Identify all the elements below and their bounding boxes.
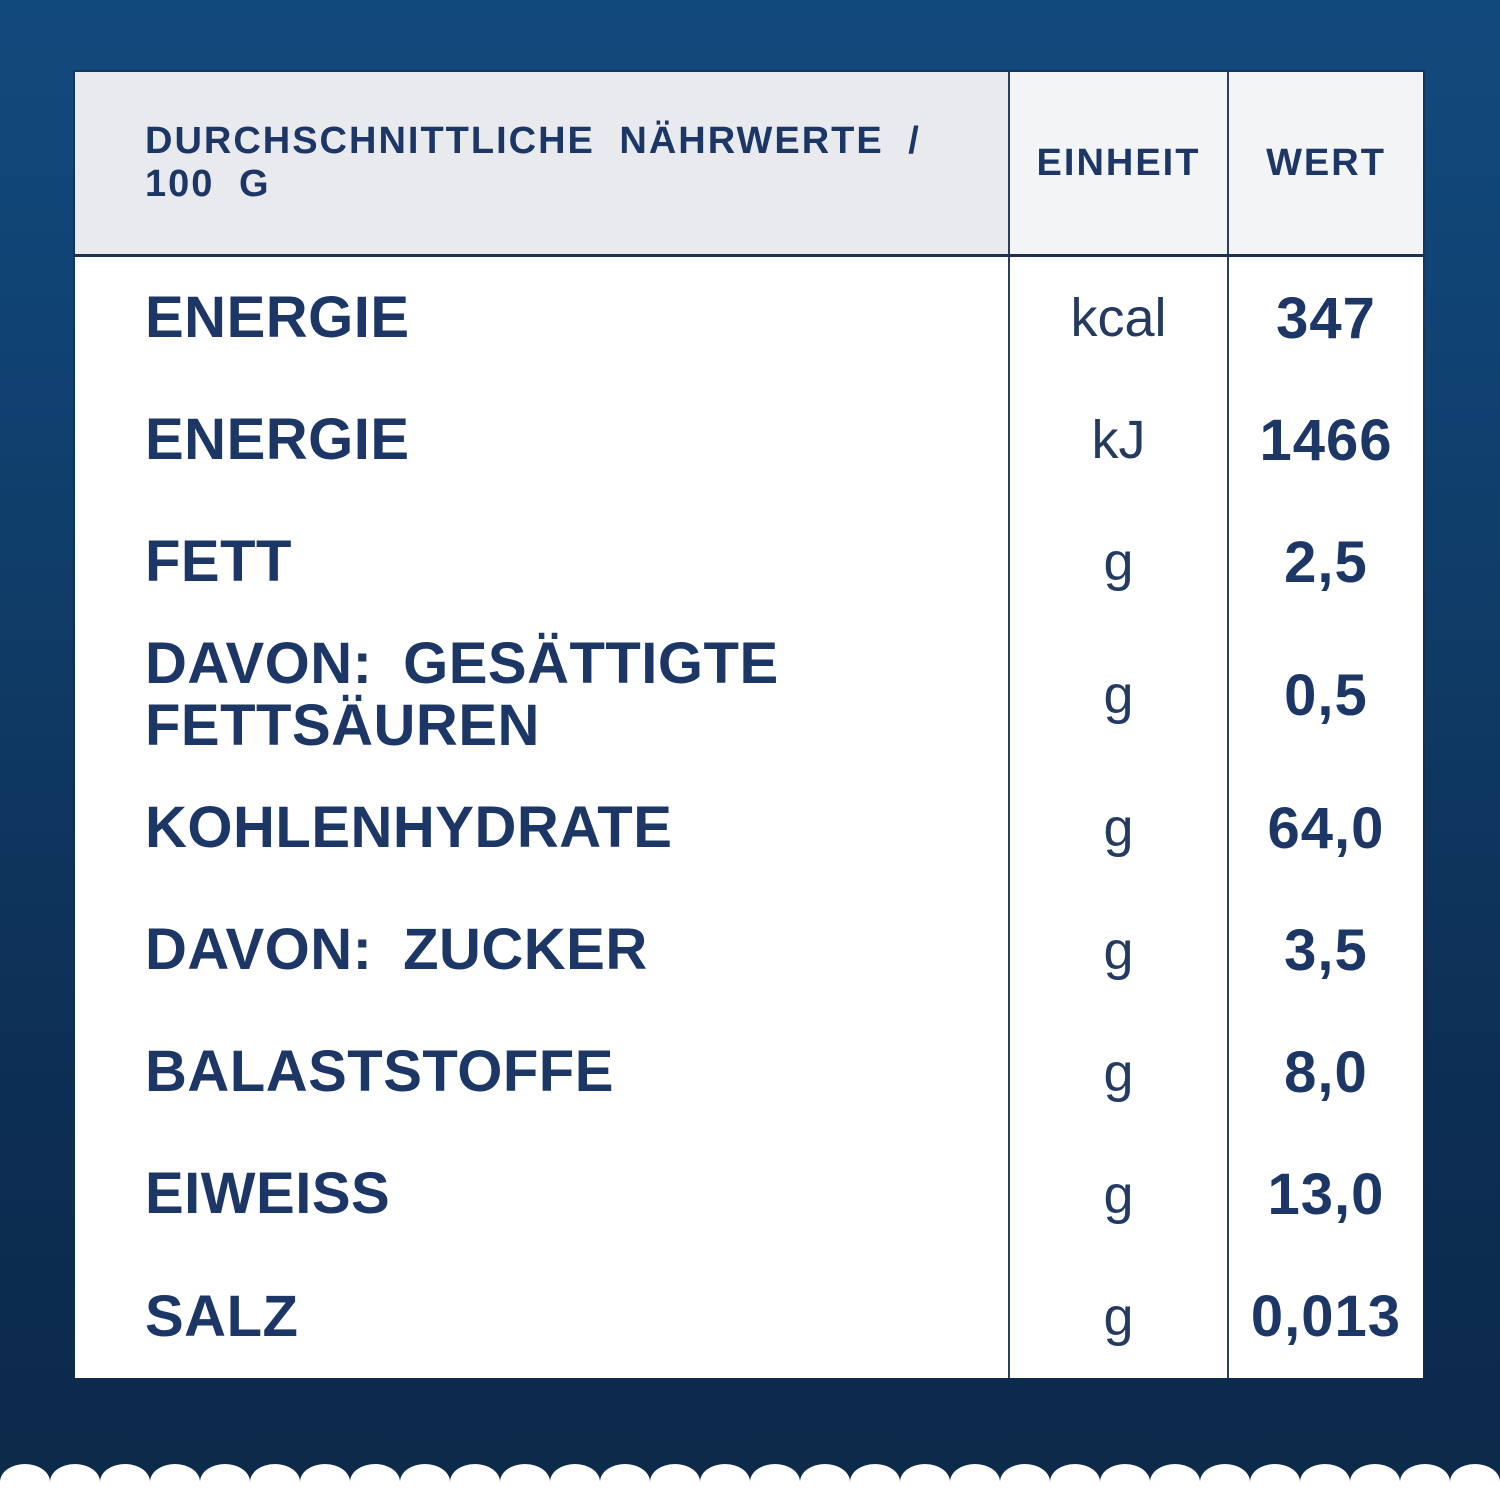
unit-value: g <box>1103 798 1134 859</box>
nutrient-value: 0,5 <box>1284 662 1368 728</box>
table-row: DAVON: ZUCKER g 3,5 <box>75 889 1423 1012</box>
unit-cell: g <box>1008 1255 1227 1378</box>
unit-cell: g <box>1008 623 1227 768</box>
table-row: SALZ g 0,013 <box>75 1255 1423 1378</box>
nutrient-label: BALASTSTOFFE <box>145 1039 614 1105</box>
nutrient-value: 0,013 <box>1250 1284 1402 1350</box>
value-cell: 0,5 <box>1227 623 1423 768</box>
scalloped-edge <box>0 1464 1500 1500</box>
table-row: FETT g 2,5 <box>75 501 1423 624</box>
table-body: ENERGIE kcal 347 ENERGIE kJ 1466 <box>75 257 1423 1378</box>
unit-value: g <box>1103 1286 1134 1347</box>
table-row: EIWEISS g 13,0 <box>75 1133 1423 1256</box>
nutrient-cell: DAVON: ZUCKER <box>75 890 1008 1012</box>
nutrient-cell: ENERGIE <box>75 257 1008 379</box>
unit-value: g <box>1103 1042 1134 1103</box>
nutrient-cell: FETT <box>75 501 1008 623</box>
table-header-row: DURCHSCHNITTLICHE NÄHRWERTE / 100 G EINH… <box>75 72 1423 257</box>
nutrient-value: 8,0 <box>1284 1040 1368 1106</box>
unit-cell: kJ <box>1008 379 1227 502</box>
nutrient-value: 347 <box>1276 285 1376 351</box>
column-header-nutrients: DURCHSCHNITTLICHE NÄHRWERTE / 100 G <box>75 72 1008 254</box>
table-row: ENERGIE kcal 347 <box>75 257 1423 380</box>
nutrient-cell: SALZ <box>75 1256 1008 1378</box>
nutrient-value: 3,5 <box>1284 918 1368 984</box>
column-header-unit-label: EINHEIT <box>1036 141 1201 184</box>
value-cell: 0,013 <box>1227 1255 1423 1378</box>
nutrient-label: DAVON: ZUCKER <box>145 917 648 983</box>
value-cell: 3,5 <box>1227 889 1423 1012</box>
nutrient-label: DAVON: GESÄTTIGTE FETTSÄUREN <box>145 630 779 759</box>
nutrient-label: FETT <box>145 528 292 594</box>
value-cell: 8,0 <box>1227 1011 1423 1134</box>
unit-value: kcal <box>1070 288 1167 349</box>
unit-value: kJ <box>1091 410 1146 471</box>
nutrient-label: KOHLENHYDRATE <box>145 795 673 861</box>
nutrient-value: 2,5 <box>1284 529 1368 595</box>
nutrient-value: 13,0 <box>1267 1162 1385 1228</box>
nutrient-value: 1466 <box>1259 407 1393 473</box>
nutrient-cell: KOHLENHYDRATE <box>75 767 1008 889</box>
unit-cell: g <box>1008 1133 1227 1256</box>
nutrient-cell: BALASTSTOFFE <box>75 1012 1008 1134</box>
table-row: BALASTSTOFFE g 8,0 <box>75 1011 1423 1134</box>
nutrient-cell: DAVON: GESÄTTIGTE FETTSÄUREN <box>75 623 1008 767</box>
value-cell: 347 <box>1227 257 1423 380</box>
column-header-nutrients-label: DURCHSCHNITTLICHE NÄHRWERTE / 100 G <box>145 120 921 205</box>
table-row: KOHLENHYDRATE g 64,0 <box>75 767 1423 890</box>
unit-value: g <box>1103 665 1134 726</box>
column-header-value-label: WERT <box>1266 141 1386 184</box>
nutrition-facts-table: DURCHSCHNITTLICHE NÄHRWERTE / 100 G EINH… <box>75 72 1423 1378</box>
table-row: ENERGIE kJ 1466 <box>75 379 1423 502</box>
unit-value: g <box>1103 532 1134 593</box>
unit-cell: g <box>1008 1011 1227 1134</box>
value-cell: 13,0 <box>1227 1133 1423 1256</box>
unit-cell: g <box>1008 767 1227 890</box>
unit-value: g <box>1103 920 1134 981</box>
nutrient-cell: ENERGIE <box>75 379 1008 501</box>
unit-cell: g <box>1008 889 1227 1012</box>
nutrient-cell: EIWEISS <box>75 1134 1008 1256</box>
nutrient-label: SALZ <box>145 1283 299 1349</box>
value-cell: 2,5 <box>1227 501 1423 624</box>
unit-cell: g <box>1008 501 1227 624</box>
column-header-value: WERT <box>1227 72 1423 254</box>
column-header-unit: EINHEIT <box>1008 72 1227 254</box>
nutrient-value: 64,0 <box>1267 795 1385 861</box>
value-cell: 1466 <box>1227 379 1423 502</box>
nutrient-label: ENERGIE <box>145 406 410 472</box>
unit-value: g <box>1103 1164 1134 1225</box>
unit-cell: kcal <box>1008 257 1227 380</box>
nutrient-label: ENERGIE <box>145 284 410 350</box>
table-row: DAVON: GESÄTTIGTE FETTSÄUREN g 0,5 <box>75 623 1423 768</box>
nutrient-label: EIWEISS <box>145 1161 391 1227</box>
value-cell: 64,0 <box>1227 767 1423 890</box>
